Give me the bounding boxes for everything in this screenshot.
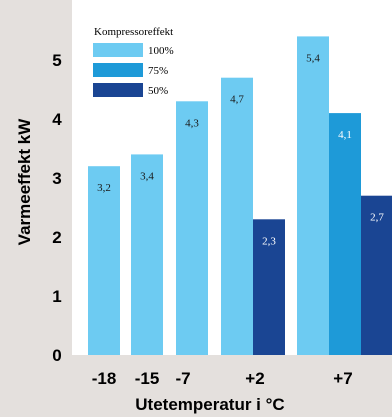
x-tick-label: +2 — [245, 369, 264, 388]
bar-100pct-minus7 — [176, 101, 208, 355]
legend-title: Kompressoreffekt — [94, 26, 173, 38]
data-label: 5,4 — [306, 52, 320, 64]
data-label: 4,1 — [338, 129, 352, 141]
bar-labels-group: 3,2 3,4 4,3 4,7 2,3 5,4 4,1 2,7 — [97, 52, 384, 247]
x-tick-label: -18 — [92, 369, 117, 388]
legend-swatch — [93, 43, 143, 57]
y-tick-label: 1 — [52, 287, 61, 306]
x-tick-labels: -18 -15 -7 +2 +7 — [92, 369, 353, 388]
data-label: 3,4 — [140, 170, 154, 182]
x-tick-label: -15 — [135, 369, 160, 388]
bar-75pct-plus7 — [329, 113, 361, 355]
data-label: 3,2 — [97, 182, 111, 194]
bar-100pct-plus2 — [221, 77, 253, 355]
y-tick-label: 5 — [52, 51, 61, 70]
y-tick-label: 0 — [52, 346, 61, 365]
x-tick-label: -7 — [175, 369, 190, 388]
data-label: 4,7 — [230, 94, 244, 106]
bar-100pct-plus7 — [297, 36, 329, 356]
y-axis-title: Varmeeffekt kW — [15, 118, 34, 246]
legend-label: 75% — [148, 65, 168, 77]
bar-100pct-minus18 — [88, 166, 120, 355]
x-tick-label: +7 — [333, 369, 352, 388]
y-tick-label: 4 — [52, 110, 62, 129]
y-tick-labels: 0 1 2 3 4 5 — [52, 51, 62, 365]
y-tick-label: 3 — [52, 169, 61, 188]
data-label: 4,3 — [185, 117, 199, 129]
bar-50pct-plus7 — [361, 195, 392, 355]
legend-swatch — [93, 83, 143, 97]
y-tick-label: 2 — [52, 228, 61, 247]
legend-swatch — [93, 63, 143, 77]
data-label: 2,3 — [262, 235, 276, 247]
legend-label: 100% — [148, 45, 174, 57]
data-label: 2,7 — [370, 212, 384, 224]
legend: Kompressoreffekt 100% 75% 50% — [93, 26, 174, 97]
bar-50pct-plus2 — [253, 219, 285, 355]
bars-group — [88, 36, 392, 356]
bar-100pct-minus15 — [131, 154, 163, 355]
x-axis-title: Utetemperatur i °C — [135, 395, 284, 414]
legend-label: 50% — [148, 85, 168, 97]
